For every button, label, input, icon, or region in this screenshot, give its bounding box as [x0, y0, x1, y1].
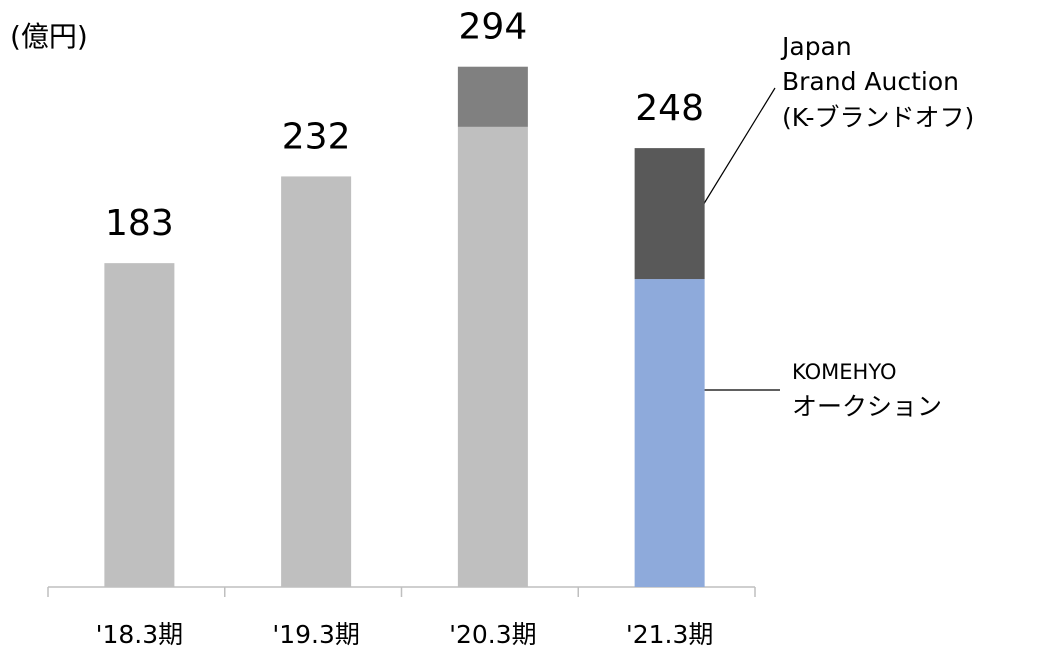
bar-segment [634, 148, 705, 280]
y-axis-label: (億円) [10, 20, 88, 53]
series-annotation: KOMEHYO [792, 360, 897, 384]
bar-segment [281, 176, 352, 587]
x-tick-label: '19.3期 [272, 620, 360, 648]
bar-segment [634, 279, 705, 587]
series-annotation: オークション [792, 392, 942, 421]
x-tick-label: '20.3期 [449, 620, 537, 648]
bar-segment [104, 263, 175, 587]
bar-segment [457, 126, 528, 587]
total-label: 232 [282, 116, 351, 157]
total-label: 294 [459, 7, 528, 48]
x-tick-label: '21.3期 [626, 620, 714, 648]
series-annotation: Brand Auction [782, 67, 959, 96]
total-label: 248 [635, 88, 704, 129]
leader-line [696, 87, 776, 216]
x-tick-label: '18.3期 [96, 620, 184, 648]
total-label: 183 [105, 203, 174, 244]
series-annotation: Japan [780, 32, 852, 61]
series-annotation: (K-ブランドオフ) [782, 103, 974, 132]
bar-segment [457, 66, 528, 127]
